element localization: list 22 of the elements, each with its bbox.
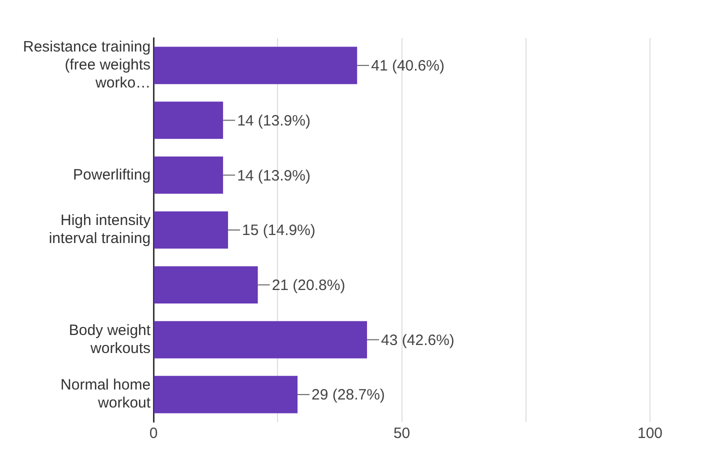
- x-tick-label: 50: [393, 425, 410, 442]
- bar: [154, 211, 228, 249]
- data-label: 14 (13.9%): [237, 167, 310, 184]
- data-label: 14 (13.9%): [237, 112, 310, 130]
- bar: [154, 156, 224, 194]
- data-label: 15 (14.9%): [242, 222, 316, 240]
- bar: [154, 46, 358, 84]
- y-tick-label: Normal home workout: [60, 376, 152, 412]
- y-tick-label: Resistance training (free weights worko…: [22, 38, 151, 92]
- bar: [154, 266, 258, 304]
- x-tick-label: 100: [637, 425, 663, 442]
- x-tick-label: 0: [149, 425, 158, 442]
- data-label: 41 (40.6%): [371, 58, 444, 75]
- bar: [154, 102, 224, 139]
- data-label: 29 (28.7%): [312, 386, 385, 404]
- bar: [154, 321, 368, 358]
- y-tick-label: Body weight workouts: [68, 322, 152, 357]
- y-tick-label: Powerlifting: [73, 166, 151, 184]
- data-label: 21 (20.8%): [272, 277, 346, 294]
- bar: [154, 376, 298, 414]
- data-label: 43 (42.6%): [381, 332, 454, 349]
- y-tick-label: High intensity interval training: [48, 212, 152, 248]
